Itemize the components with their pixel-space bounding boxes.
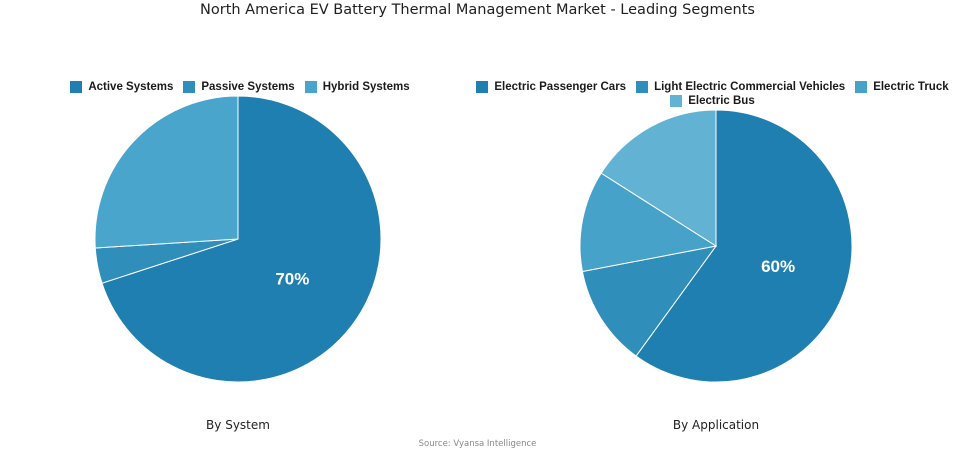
- application-slice-electric-passenger-cars: [635, 109, 853, 383]
- legend-label: Light Electric Commercial Vehicles: [654, 81, 846, 93]
- system-slice-active-systems: [101, 95, 382, 383]
- system-data-label: 70%: [275, 270, 309, 289]
- application-legend-item: Electric Passenger Cars: [476, 80, 626, 94]
- legend-swatch: [70, 81, 83, 93]
- application-legend-item: Electric Truck: [855, 80, 949, 94]
- chart-title: North America EV Battery Thermal Managem…: [200, 2, 755, 18]
- legend-swatch: [183, 81, 196, 93]
- application-legend-item: Light Electric Commercial Vehicles: [636, 80, 845, 94]
- legend-swatch: [670, 95, 683, 107]
- application-slice-light-electric-commercial-vehicles: [581, 245, 718, 357]
- application-data-label: 60%: [761, 257, 795, 276]
- legend-swatch: [304, 81, 317, 93]
- application-legend-item: Electric Bus: [670, 94, 755, 108]
- legend-swatch: [636, 81, 649, 93]
- legend-label: Electric Bus: [688, 95, 755, 107]
- application-slice-electric-truck: [579, 172, 718, 273]
- application-slice-electric-bus: [600, 109, 717, 247]
- legend-by-system: Active Systems Passive Systems Hybrid Syst…: [40, 80, 440, 94]
- legend-label: Passive Systems: [201, 81, 295, 93]
- legend-label: Active Systems: [88, 81, 174, 93]
- system-legend-item: Hybrid Systems: [304, 80, 410, 94]
- caption-by-application: By Application: [672, 418, 760, 432]
- source-note: Source: Vyansa Intelligence: [418, 439, 537, 449]
- caption-by-system: By System: [206, 418, 270, 432]
- legend-swatch: [476, 81, 489, 93]
- legend-by-application: Electric Passenger Cars Light Electric Co…: [470, 80, 955, 108]
- system-legend-item: Active Systems: [70, 80, 173, 94]
- legend-label: Electric Passenger Cars: [494, 81, 627, 93]
- legend-label: Hybrid Systems: [322, 81, 410, 93]
- legend-label: Electric Truck: [873, 81, 949, 93]
- system-legend-item: Passive Systems: [183, 80, 295, 94]
- legend-swatch: [855, 81, 868, 93]
- system-slice-hybrid-systems: [94, 95, 239, 249]
